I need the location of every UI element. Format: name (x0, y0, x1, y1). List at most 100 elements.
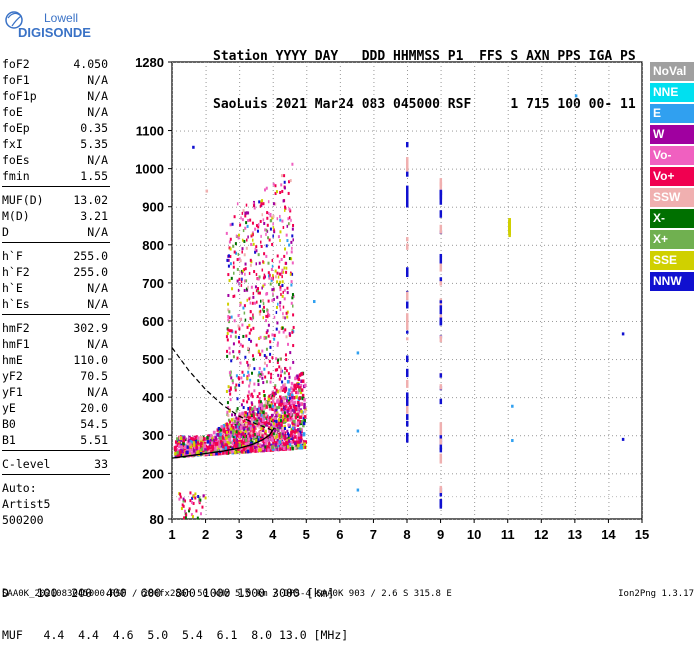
grid-dot (642, 402, 643, 403)
grid-dot (642, 170, 643, 171)
echo-point (180, 445, 183, 449)
grid-dot (642, 70, 643, 71)
grid-dot (552, 131, 553, 132)
grid-dot (340, 131, 341, 132)
grid-dot (474, 154, 475, 155)
grid-dot (373, 350, 374, 351)
grid-dot (196, 207, 197, 208)
echo-point (230, 431, 232, 434)
grid-dot (340, 169, 341, 170)
grid-dot (508, 318, 509, 319)
grid-dot (608, 194, 609, 195)
grid-dot (172, 207, 173, 208)
grid-dot (575, 194, 576, 195)
grid-dot (172, 330, 173, 331)
grid-dot (608, 318, 609, 319)
grid-dot (492, 62, 493, 63)
grid-dot (496, 169, 497, 170)
grid-dot (488, 359, 489, 360)
grid-dot (373, 454, 374, 455)
grid-dot (208, 397, 209, 398)
grid-dot (407, 250, 408, 251)
grid-dot (628, 245, 629, 246)
grid-dot (373, 462, 374, 463)
grid-dot (340, 90, 341, 91)
grid-dot (373, 358, 374, 359)
grid-dot (368, 62, 369, 63)
grid-dot (480, 169, 481, 170)
echo-point (298, 396, 301, 400)
grid-dot (306, 150, 307, 151)
grid-dot (484, 397, 485, 398)
grid-dot (516, 473, 517, 474)
grid-dot (312, 473, 313, 474)
grid-dot (172, 482, 173, 483)
grid-dot (508, 82, 509, 83)
grid-dot (544, 397, 545, 398)
grid-dot (306, 282, 307, 283)
grid-dot (206, 242, 207, 243)
grid-dot (284, 359, 285, 360)
grid-dot (376, 283, 377, 284)
grid-dot (500, 62, 501, 63)
grid-dot (624, 397, 625, 398)
grid-dot (452, 397, 453, 398)
grid-dot (239, 134, 240, 135)
grid-dot (608, 66, 609, 67)
grid-dot (541, 370, 542, 371)
grid-dot (376, 245, 377, 246)
grid-dot (620, 435, 621, 436)
grid-dot (516, 321, 517, 322)
grid-dot (232, 207, 233, 208)
grid-dot (608, 414, 609, 415)
grid-dot (340, 330, 341, 331)
grid-dot (239, 474, 240, 475)
grid-dot (236, 473, 237, 474)
grid-dot (474, 202, 475, 203)
grid-dot (441, 330, 442, 331)
grid-dot (206, 134, 207, 135)
grid-dot (340, 514, 341, 515)
grid-dot (316, 519, 317, 520)
grid-dot (288, 321, 289, 322)
grid-dot (488, 62, 489, 63)
echo-point (231, 450, 234, 454)
grid-dot (296, 245, 297, 246)
grid-dot (541, 506, 542, 507)
grid-dot (541, 226, 542, 227)
grid-dot (580, 321, 581, 322)
grid-dot (273, 178, 274, 179)
grid-dot (612, 283, 613, 284)
grid-dot (575, 138, 576, 139)
grid-dot (324, 169, 325, 170)
grid-dot (576, 245, 577, 246)
echo-point (297, 385, 300, 389)
grid-dot (441, 106, 442, 107)
grid-dot (306, 438, 307, 439)
grid-dot (556, 245, 557, 246)
echo-point (247, 450, 250, 454)
grid-dot (256, 131, 257, 132)
grid-dot (575, 166, 576, 167)
grid-dot (608, 470, 609, 471)
grid-dot (340, 126, 341, 127)
grid-dot (196, 473, 197, 474)
grid-dot (206, 346, 207, 347)
echo-point (266, 445, 269, 449)
grid-dot (575, 450, 576, 451)
grid-dot (428, 207, 429, 208)
grid-dot (400, 131, 401, 132)
grid-dot (188, 473, 189, 474)
grid-dot (532, 321, 533, 322)
grid-dot (172, 496, 173, 497)
grid-dot (304, 131, 305, 132)
echo-point (284, 411, 286, 414)
grid-dot (642, 130, 643, 131)
grid-dot (360, 321, 361, 322)
grid-dot (588, 496, 589, 497)
echo-point (197, 441, 200, 445)
grid-dot (172, 78, 173, 79)
grid-dot (412, 496, 413, 497)
grid-dot (480, 62, 481, 63)
grid-dot (642, 366, 643, 367)
